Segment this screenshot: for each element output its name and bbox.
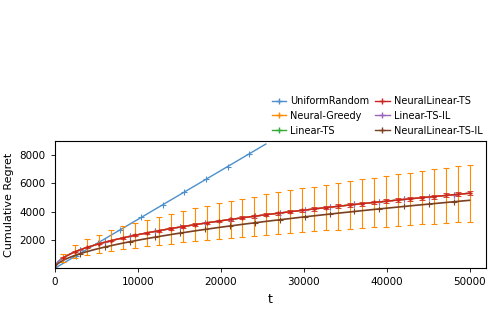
Legend: UniformRandom, Neural-Greedy, Linear-TS, NeuralLinear-TS, Linear-TS-IL, NeuralLi: UniformRandom, Neural-Greedy, Linear-TS,… <box>268 92 486 140</box>
X-axis label: t: t <box>268 293 273 306</box>
Y-axis label: Cumulative Regret: Cumulative Regret <box>4 153 14 257</box>
